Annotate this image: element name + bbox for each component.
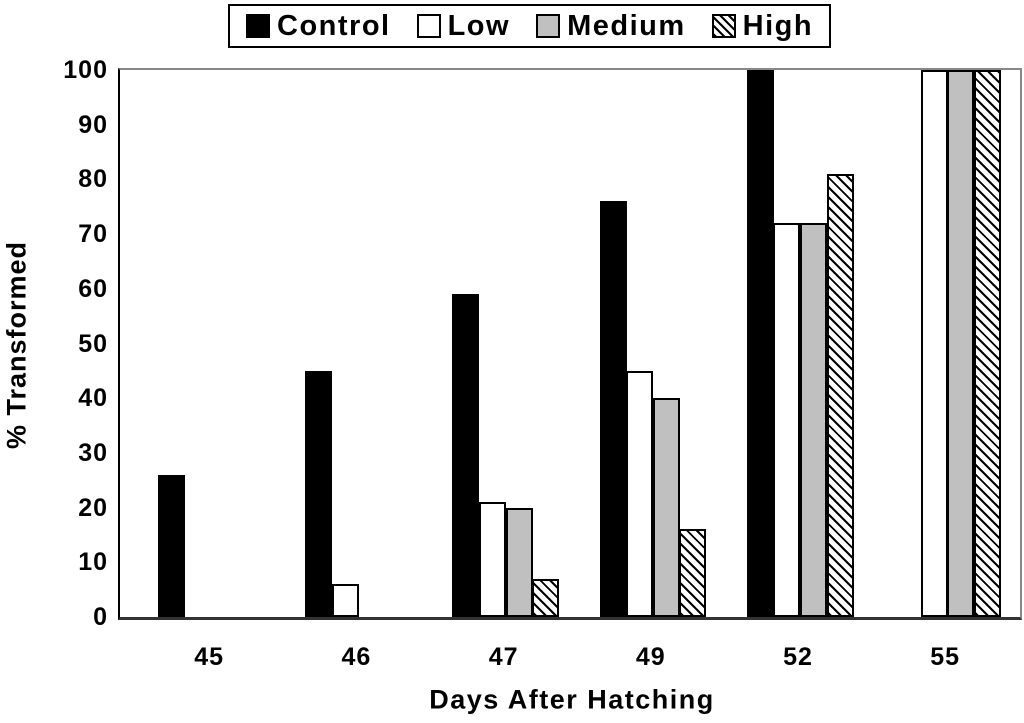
legend-label: Medium: [567, 9, 686, 42]
plot-area: [118, 68, 1022, 620]
bar-medium-49: [652, 398, 680, 617]
bar-medium-52: [800, 223, 827, 617]
bar-control-45: [158, 474, 185, 617]
bar-control-46: [305, 370, 333, 617]
x-axis-title: Days After Hatching: [429, 684, 715, 715]
y-tick-80: 80: [78, 165, 108, 194]
x-tick-47: 47: [488, 643, 519, 671]
bar-low-49: [626, 370, 654, 617]
y-tick-30: 30: [78, 438, 108, 467]
legend-item-medium: Medium: [536, 9, 686, 42]
legend-label: High: [742, 9, 814, 42]
legend-marker-low-icon: [416, 14, 441, 38]
bar-high-49: [679, 529, 707, 617]
x-tick-45: 45: [194, 643, 225, 671]
y-tick-60: 60: [78, 274, 108, 303]
bar-low-52: [773, 223, 801, 617]
y-tick-100: 100: [63, 56, 108, 84]
legend-marker-high-icon: [711, 14, 736, 38]
bar-low-55: [920, 70, 948, 617]
legend-marker-medium-icon: [536, 14, 561, 38]
y-tick-70: 70: [78, 220, 108, 249]
bar-medium-55: [947, 70, 975, 617]
y-tick-10: 10: [78, 548, 108, 577]
legend-label: Low: [447, 9, 511, 42]
x-tick-49: 49: [635, 643, 666, 671]
y-tick-0: 0: [93, 603, 108, 631]
chart-legend: Control Low Medium High: [228, 4, 832, 48]
bar-control-47: [452, 294, 480, 617]
x-tick-52: 52: [783, 643, 813, 671]
x-tick-46: 46: [341, 643, 372, 671]
legend-item-low: Low: [416, 9, 511, 42]
bar-high-47: [532, 578, 560, 617]
bar-control-49: [599, 201, 627, 617]
y-tick-50: 50: [78, 329, 108, 358]
y-tick-20: 20: [78, 493, 108, 522]
bar-control-52: [746, 70, 774, 617]
bar-low-47: [479, 502, 506, 617]
legend-item-high: High: [711, 9, 814, 42]
legend-marker-control-icon: [246, 14, 270, 38]
bar-low-46: [331, 584, 359, 617]
x-tick-55: 55: [930, 643, 961, 671]
bar-high-55: [973, 70, 1001, 617]
y-tick-90: 90: [78, 110, 108, 139]
legend-label: Control: [277, 9, 391, 42]
bar-high-52: [826, 173, 854, 617]
y-tick-40: 40: [78, 384, 108, 413]
legend-item-control: Control: [246, 9, 391, 42]
bar-medium-47: [505, 507, 533, 617]
